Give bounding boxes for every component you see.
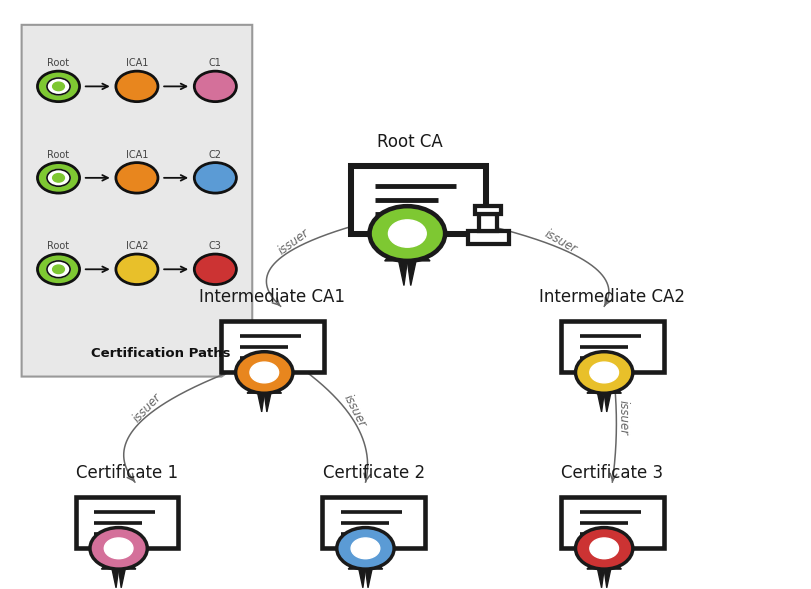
Circle shape	[47, 78, 70, 95]
Bar	[560, 321, 663, 372]
Text: issuer: issuer	[131, 391, 164, 425]
Polygon shape	[101, 560, 118, 588]
Circle shape	[194, 163, 236, 193]
Polygon shape	[221, 355, 252, 376]
Text: Intermediate CA1: Intermediate CA1	[200, 288, 345, 306]
Bar	[560, 497, 663, 548]
Text: issuer: issuer	[275, 226, 311, 257]
Circle shape	[350, 538, 380, 559]
Text: Certificate 2: Certificate 2	[322, 464, 424, 482]
Text: C2: C2	[208, 150, 221, 160]
Text: Root: Root	[47, 150, 70, 160]
Circle shape	[53, 174, 64, 182]
Circle shape	[53, 82, 64, 91]
Polygon shape	[247, 384, 264, 412]
Text: Root: Root	[47, 58, 70, 68]
Bar	[478, 214, 497, 231]
Text: C3: C3	[208, 241, 221, 251]
Text: Intermediate CA2: Intermediate CA2	[539, 288, 684, 306]
Text: issuer: issuer	[341, 393, 369, 430]
Circle shape	[53, 265, 64, 273]
Text: Root CA: Root CA	[376, 133, 442, 151]
Polygon shape	[365, 560, 382, 588]
Circle shape	[116, 254, 158, 284]
Circle shape	[337, 528, 393, 569]
Circle shape	[589, 538, 618, 559]
Circle shape	[47, 170, 70, 186]
Text: ICA1: ICA1	[126, 150, 148, 160]
Circle shape	[589, 362, 618, 383]
Circle shape	[37, 254, 79, 284]
Polygon shape	[407, 249, 430, 286]
Text: Certification Paths: Certification Paths	[91, 347, 230, 360]
Polygon shape	[603, 384, 620, 412]
Bar	[221, 321, 324, 372]
Circle shape	[369, 206, 444, 261]
Circle shape	[37, 71, 79, 102]
Circle shape	[575, 528, 632, 569]
Circle shape	[388, 220, 426, 247]
Text: issuer: issuer	[616, 400, 629, 435]
Bar	[322, 497, 424, 548]
Polygon shape	[22, 25, 252, 376]
Text: Certificate 3: Certificate 3	[560, 464, 663, 482]
Polygon shape	[603, 560, 620, 588]
Polygon shape	[264, 384, 281, 412]
Text: ICA2: ICA2	[126, 241, 148, 251]
Circle shape	[90, 528, 147, 569]
Circle shape	[194, 254, 236, 284]
Polygon shape	[586, 560, 603, 588]
Text: ICA1: ICA1	[126, 58, 148, 68]
Text: Root: Root	[47, 241, 70, 251]
Bar	[467, 231, 508, 244]
Circle shape	[575, 352, 632, 393]
Polygon shape	[348, 560, 365, 588]
Circle shape	[235, 352, 293, 393]
Circle shape	[37, 163, 79, 193]
Circle shape	[47, 261, 70, 277]
Bar	[474, 206, 501, 214]
Polygon shape	[384, 249, 407, 286]
Circle shape	[104, 538, 133, 559]
Bar	[75, 497, 178, 548]
Text: Certificate 1: Certificate 1	[75, 464, 178, 482]
Polygon shape	[118, 560, 135, 588]
Text: issuer: issuer	[542, 227, 579, 256]
Circle shape	[116, 163, 158, 193]
Circle shape	[250, 362, 278, 383]
Circle shape	[194, 71, 236, 102]
Text: C1: C1	[208, 58, 221, 68]
Polygon shape	[586, 384, 603, 412]
Bar	[350, 166, 485, 233]
Circle shape	[116, 71, 158, 102]
